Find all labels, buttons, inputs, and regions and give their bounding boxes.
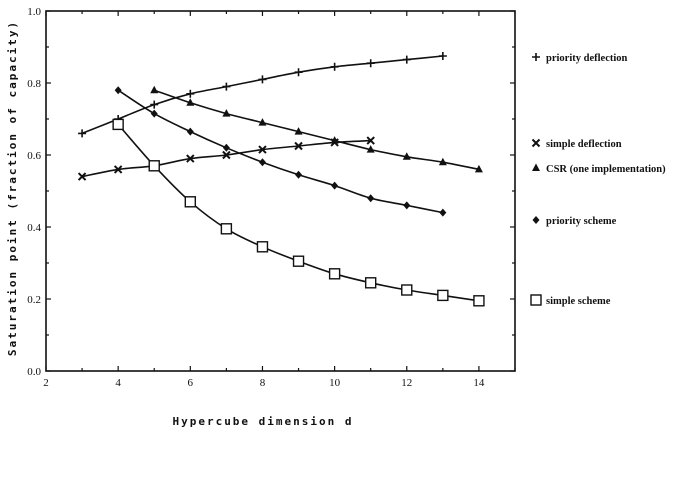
data-point: [186, 154, 195, 163]
data-point: [402, 55, 411, 64]
legend-marker: [531, 138, 541, 148]
data-point: [220, 223, 233, 235]
data-point: [366, 145, 375, 153]
data-point: [292, 255, 305, 267]
y-tick-label: 0.8: [27, 78, 41, 90]
data-point: [402, 152, 411, 160]
data-point: [77, 172, 87, 181]
data-point: [222, 143, 230, 152]
data-point: [401, 284, 413, 296]
data-point: [367, 194, 375, 203]
data-point: [331, 181, 339, 190]
y-tick-label: 0.4: [27, 222, 41, 234]
data-point: [294, 68, 303, 77]
data-point: [186, 89, 195, 98]
data-point: [258, 75, 267, 84]
x-tick-label: 14: [473, 377, 485, 389]
legend-marker: [530, 294, 542, 306]
series-square: [112, 118, 485, 307]
data-point: [330, 136, 339, 144]
legend-label: priority scheme: [546, 216, 617, 227]
data-point: [184, 196, 197, 208]
y-tick-label: 0.6: [27, 150, 41, 162]
data-point: [150, 85, 159, 94]
y-axis-title: Saturation point (fraction of capacity): [6, 20, 19, 356]
y-tick-label: 1.0: [27, 6, 41, 18]
x-tick-label: 12: [401, 377, 412, 389]
data-point: [294, 141, 303, 151]
x-tick-label: 2: [43, 377, 49, 389]
data-point: [438, 52, 447, 60]
series-line: [117, 123, 480, 302]
data-point: [222, 109, 231, 117]
series-line: [117, 89, 444, 214]
plot-frame: [45, 10, 516, 372]
data-point: [78, 129, 87, 138]
data-point: [294, 127, 303, 135]
data-point: [113, 165, 123, 174]
data-point: [438, 157, 447, 166]
data-point: [439, 208, 447, 217]
data-point: [295, 170, 303, 179]
data-point: [473, 295, 485, 307]
legend-label: priority deflection: [546, 53, 628, 64]
axes: 2 4 6 8 10 12 14 0.0 0.2 0.4 0.6 0.8 1.0: [27, 6, 516, 389]
data-point: [222, 150, 231, 160]
x-axis-title: Hypercube dimension d: [172, 415, 353, 428]
data-point: [328, 268, 341, 280]
data-point: [258, 145, 267, 154]
legend-label: CSR (one implementation): [546, 164, 666, 175]
data-point: [256, 241, 269, 253]
x-tick-label: 10: [329, 377, 341, 389]
data-point: [150, 109, 158, 118]
data-point: [112, 118, 124, 131]
legend-label: simple deflection: [546, 139, 622, 150]
series-triangle: [150, 85, 483, 173]
data-point: [114, 86, 122, 95]
series-line: [153, 89, 480, 171]
data-point: [150, 100, 159, 109]
y-tick-label: 0.0: [27, 366, 41, 378]
legend-label: simple scheme: [546, 296, 611, 307]
legend-marker: [532, 216, 540, 224]
data-point: [474, 164, 483, 173]
data-point: [364, 277, 377, 289]
data-point: [222, 82, 231, 91]
data-point: [186, 127, 194, 136]
x-tick-label: 8: [260, 377, 266, 389]
data-point: [403, 201, 411, 210]
data-point: [437, 289, 449, 302]
series-layer: [77, 52, 485, 307]
series-plus: [78, 52, 447, 138]
data-point: [186, 98, 195, 106]
legend-marker: [532, 163, 540, 171]
series-diamond: [114, 86, 447, 217]
x-tick-label: 6: [188, 377, 194, 389]
y-tick-label: 0.2: [27, 294, 41, 306]
data-point: [148, 160, 160, 172]
data-point: [366, 136, 375, 145]
data-point: [366, 59, 375, 68]
x-tick-label: 4: [115, 377, 121, 389]
data-point: [258, 118, 267, 126]
series-x: [77, 136, 375, 181]
legend: priority deflection simple deflection CSR …: [530, 53, 666, 307]
data-point: [258, 158, 266, 167]
data-point: [330, 62, 339, 71]
legend-marker: [532, 53, 540, 61]
